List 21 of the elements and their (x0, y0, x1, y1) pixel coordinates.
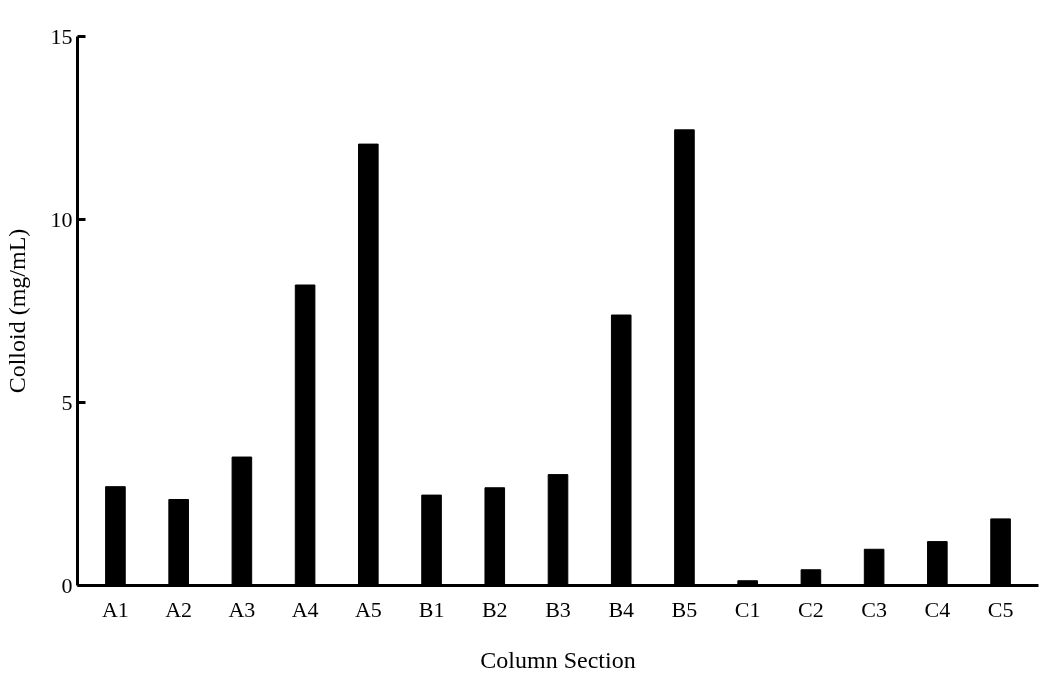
x-tick-label: A4 (291, 596, 319, 622)
x-tick-label: C2 (798, 596, 824, 622)
x-tick-label: C5 (987, 596, 1014, 622)
x-tick-label: B1 (418, 596, 445, 622)
x-tick-label: B5 (671, 596, 698, 622)
x-axis-title: Column Section (480, 646, 636, 673)
x-tick-label: A3 (228, 596, 256, 622)
x-tick-label: C4 (924, 596, 951, 622)
x-tick-label: A1 (101, 596, 129, 622)
y-tick-label: 10 (50, 206, 73, 232)
y-tick-label: 5 (61, 389, 73, 415)
x-tick-label: B2 (481, 596, 508, 622)
x-tick-label: B3 (545, 596, 571, 622)
x-tick-label: A5 (354, 596, 382, 622)
y-tick-label: 15 (50, 23, 73, 49)
x-tick-label: A2 (165, 596, 193, 622)
x-tick-label: C1 (734, 596, 761, 622)
y-axis-title: Colloid (mg/mL) (3, 228, 30, 394)
x-tick-label: C3 (861, 596, 887, 622)
y-tick-label: 0 (61, 572, 73, 598)
x-tick-label: B4 (608, 596, 635, 622)
